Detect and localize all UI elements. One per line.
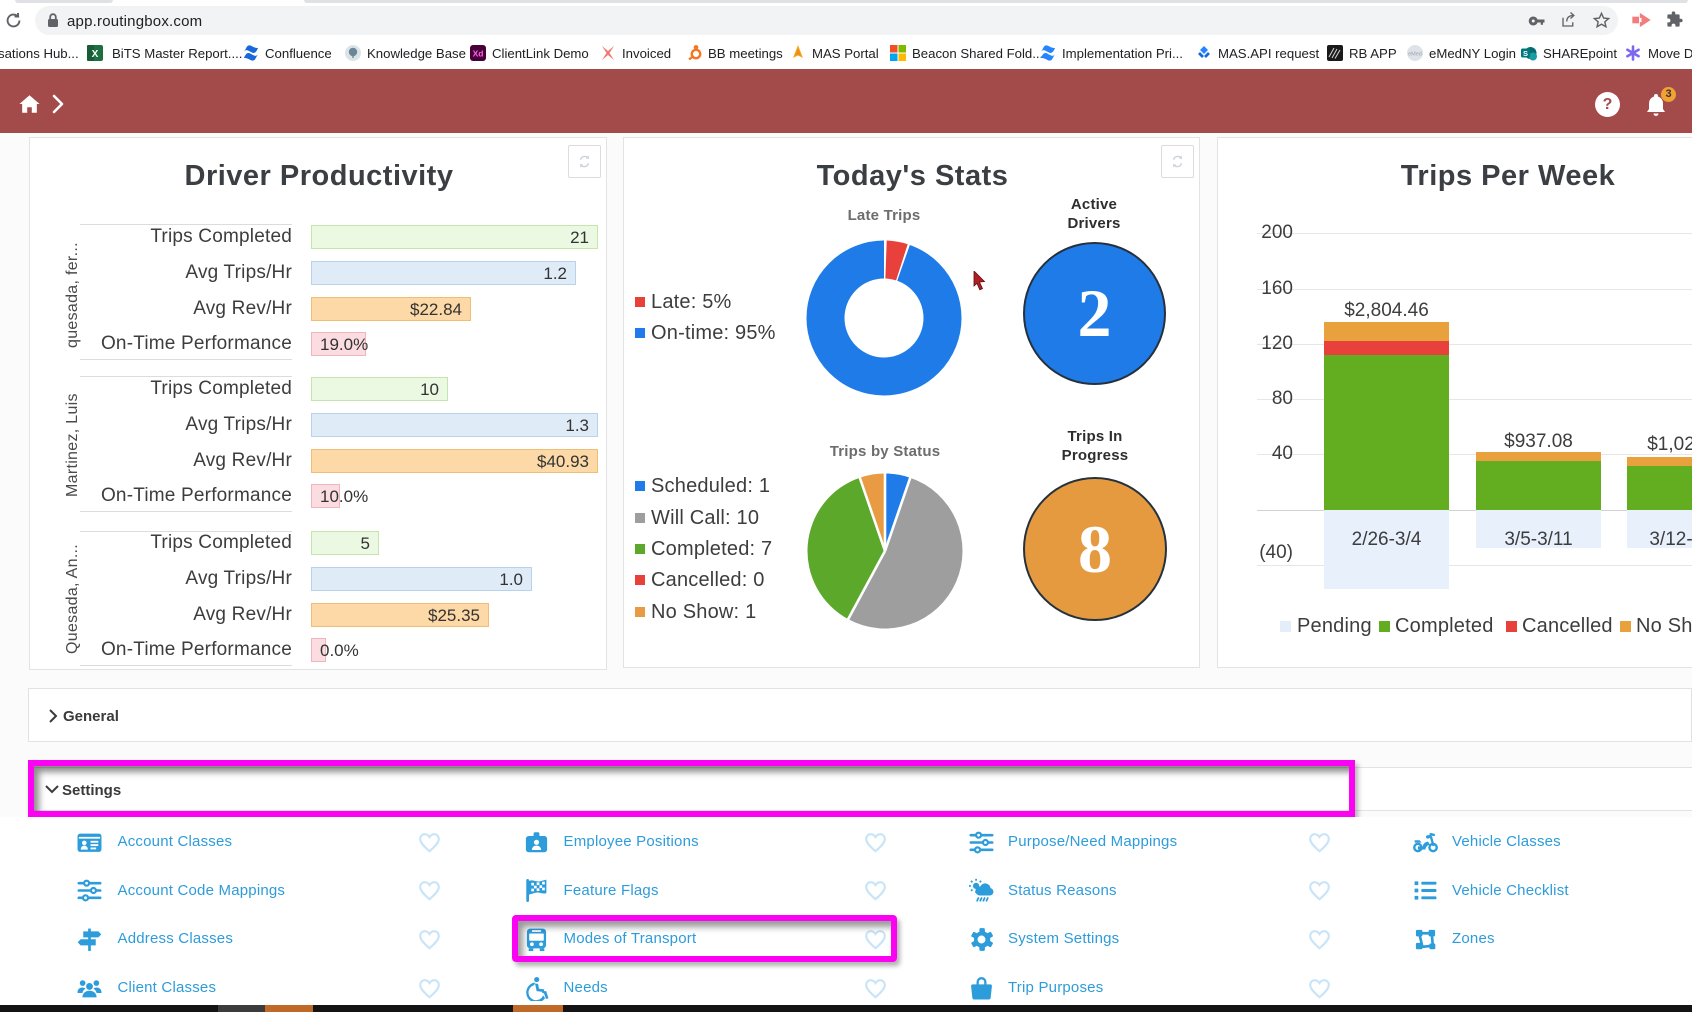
svg-text:eMed: eMed xyxy=(1408,52,1422,58)
svg-text:S: S xyxy=(1523,49,1528,58)
svg-text:X: X xyxy=(92,49,99,60)
svg-text:Xd: Xd xyxy=(473,49,484,59)
